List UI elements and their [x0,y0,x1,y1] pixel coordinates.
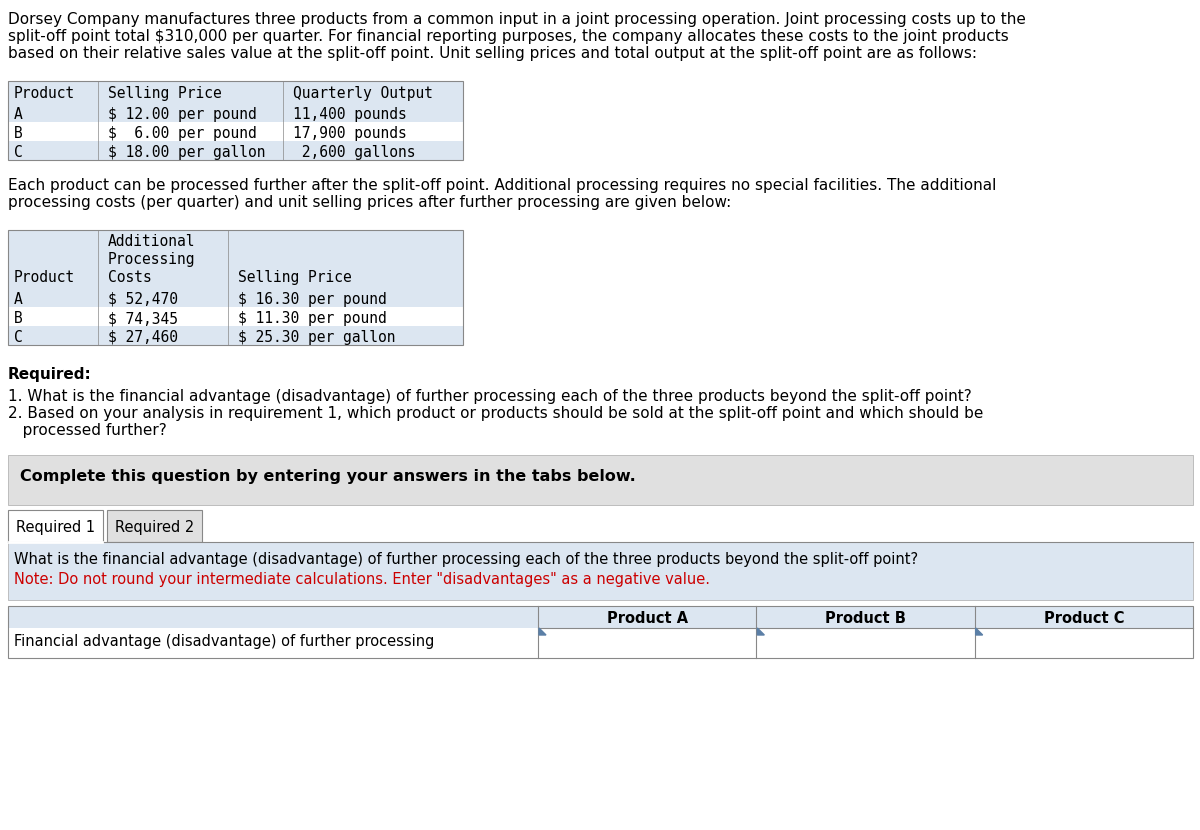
Text: $ 52,470: $ 52,470 [108,292,178,307]
FancyBboxPatch shape [8,628,1193,658]
Text: Required 2: Required 2 [115,520,194,535]
Text: 11,400 pounds: 11,400 pounds [293,107,407,122]
Text: processing costs (per quarter) and unit selling prices after further processing : processing costs (per quarter) and unit … [8,195,731,210]
Text: A: A [14,107,23,122]
Text: Product: Product [14,86,76,101]
Text: $ 25.30 per gallon: $ 25.30 per gallon [238,330,396,345]
FancyBboxPatch shape [8,542,1193,600]
Text: $ 11.30 per pound: $ 11.30 per pound [238,311,386,326]
Text: C: C [14,330,23,345]
Text: Each product can be processed further after the split-off point. Additional proc: Each product can be processed further af… [8,178,996,193]
Text: Additional: Additional [108,234,196,249]
FancyBboxPatch shape [8,141,463,160]
FancyBboxPatch shape [8,510,103,542]
Text: $ 74,345: $ 74,345 [108,311,178,326]
Text: 2,600 gallons: 2,600 gallons [293,145,415,160]
Text: Required 1: Required 1 [16,520,95,535]
Text: $ 16.30 per pound: $ 16.30 per pound [238,292,386,307]
Polygon shape [757,628,764,635]
Text: Note: Do not round your intermediate calculations. Enter "disadvantages" as a ne: Note: Do not round your intermediate cal… [14,572,710,587]
Polygon shape [976,628,983,635]
Text: based on their relative sales value at the split-off point. Unit selling prices : based on their relative sales value at t… [8,46,977,61]
Polygon shape [539,628,546,635]
Text: Required:: Required: [8,367,91,382]
FancyBboxPatch shape [8,288,463,307]
Text: Selling Price: Selling Price [108,86,222,101]
Text: What is the financial advantage (disadvantage) of further processing each of the: What is the financial advantage (disadva… [14,552,918,567]
Text: B: B [14,126,23,141]
FancyBboxPatch shape [8,606,1193,628]
Text: C: C [14,145,23,160]
Text: Selling Price: Selling Price [238,270,352,285]
Text: Processing: Processing [108,252,196,267]
FancyBboxPatch shape [8,81,463,103]
Text: Product B: Product B [826,611,906,626]
Text: $ 27,460: $ 27,460 [108,330,178,345]
Text: Quarterly Output: Quarterly Output [293,86,433,101]
FancyBboxPatch shape [107,510,202,542]
Text: Product: Product [14,270,76,285]
Text: 2. Based on your analysis in requirement 1, which product or products should be : 2. Based on your analysis in requirement… [8,406,983,421]
FancyBboxPatch shape [8,307,463,326]
FancyBboxPatch shape [8,122,463,141]
FancyBboxPatch shape [8,103,463,122]
Text: Dorsey Company manufactures three products from a common input in a joint proces: Dorsey Company manufactures three produc… [8,12,1026,27]
Text: Complete this question by entering your answers in the tabs below.: Complete this question by entering your … [20,469,636,484]
Text: B: B [14,311,23,326]
Text: $  6.00 per pound: $ 6.00 per pound [108,126,257,141]
Text: Financial advantage (disadvantage) of further processing: Financial advantage (disadvantage) of fu… [14,634,434,649]
Text: 17,900 pounds: 17,900 pounds [293,126,407,141]
Text: 1. What is the financial advantage (disadvantage) of further processing each of : 1. What is the financial advantage (disa… [8,389,972,404]
Text: Costs: Costs [108,270,151,285]
Text: $ 18.00 per gallon: $ 18.00 per gallon [108,145,265,160]
Text: $ 12.00 per pound: $ 12.00 per pound [108,107,257,122]
FancyBboxPatch shape [8,455,1193,505]
FancyBboxPatch shape [8,230,463,288]
Text: processed further?: processed further? [8,423,167,438]
Text: split-off point total $310,000 per quarter. For financial reporting purposes, th: split-off point total $310,000 per quart… [8,29,1009,44]
FancyBboxPatch shape [8,326,463,345]
Text: Product A: Product A [607,611,688,626]
Text: Product C: Product C [1044,611,1124,626]
Text: A: A [14,292,23,307]
